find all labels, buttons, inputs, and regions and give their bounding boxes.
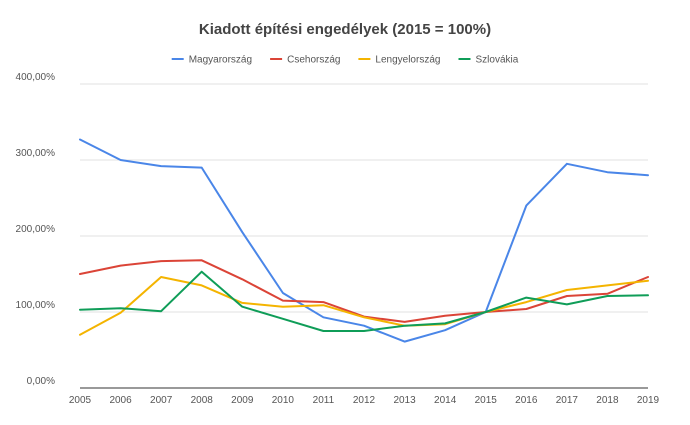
x-tick-label: 2012 bbox=[353, 395, 376, 406]
data-point-csehorszag bbox=[566, 295, 568, 297]
legend-label: Magyarország bbox=[189, 55, 252, 66]
data-point-magyarorszag bbox=[241, 231, 243, 233]
data-point-magyarorszag bbox=[647, 174, 649, 176]
data-point-szlovakia bbox=[525, 297, 527, 299]
data-point-lengyelorszag bbox=[282, 306, 284, 308]
data-point-csehorszag bbox=[525, 308, 527, 310]
data-point-csehorszag bbox=[606, 293, 608, 295]
data-point-szlovakia bbox=[647, 294, 649, 296]
x-tick-label: 2009 bbox=[231, 395, 254, 406]
x-tick-label: 2006 bbox=[109, 395, 132, 406]
data-point-magyarorszag bbox=[566, 163, 568, 165]
data-point-csehorszag bbox=[282, 300, 284, 302]
data-point-magyarorszag bbox=[120, 159, 122, 161]
data-point-lengyelorszag bbox=[241, 302, 243, 304]
legend: Magyarország Csehország Lengyelország Szlov… bbox=[171, 55, 519, 66]
y-tick-label: 0,00% bbox=[27, 376, 55, 387]
x-tick-label: 2008 bbox=[191, 395, 214, 406]
data-point-magyarorszag bbox=[282, 292, 284, 294]
grid bbox=[80, 83, 648, 389]
y-tick-label: 100,00% bbox=[16, 300, 56, 311]
data-point-magyarorszag bbox=[79, 138, 81, 140]
data-point-csehorszag bbox=[444, 315, 446, 317]
data-point-lengyelorszag bbox=[322, 304, 324, 306]
data-point-szlovakia bbox=[404, 325, 406, 327]
data-point-magyarorszag bbox=[404, 341, 406, 343]
data-point-csehorszag bbox=[120, 265, 122, 267]
legend-item-lengyelorszag: Lengyelország bbox=[358, 55, 440, 66]
x-tick-label: 2018 bbox=[596, 395, 619, 406]
y-tick-label: 200,00% bbox=[16, 224, 56, 235]
data-point-szlovakia bbox=[201, 271, 203, 273]
data-point-magyarorszag bbox=[322, 316, 324, 318]
legend-label: Lengyelország bbox=[375, 55, 440, 66]
data-point-lengyelorszag bbox=[160, 276, 162, 278]
data-point-szlovakia bbox=[241, 306, 243, 308]
data-point-szlovakia bbox=[485, 311, 487, 313]
data-point-magyarorszag bbox=[525, 205, 527, 207]
data-point-szlovakia bbox=[363, 330, 365, 332]
data-point-szlovakia bbox=[322, 330, 324, 332]
legend-item-magyarorszag: Magyarország bbox=[171, 55, 252, 66]
x-tick-label: 2005 bbox=[69, 395, 92, 406]
y-tick-label: 400,00% bbox=[16, 72, 56, 83]
x-tick-label: 2015 bbox=[475, 395, 498, 406]
data-point-szlovakia bbox=[444, 322, 446, 324]
series-line-lengyelorszag bbox=[79, 276, 649, 336]
data-point-magyarorszag bbox=[444, 329, 446, 331]
data-point-lengyelorszag bbox=[606, 284, 608, 286]
x-tick-label: 2013 bbox=[393, 395, 416, 406]
data-point-lengyelorszag bbox=[79, 334, 81, 336]
data-point-lengyelorszag bbox=[525, 301, 527, 303]
data-point-szlovakia bbox=[79, 309, 81, 311]
legend-label: Szlovákia bbox=[476, 55, 519, 66]
data-point-szlovakia bbox=[120, 307, 122, 309]
data-point-magyarorszag bbox=[201, 167, 203, 169]
data-point-lengyelorszag bbox=[363, 316, 365, 318]
data-point-lengyelorszag bbox=[647, 280, 649, 282]
data-point-csehorszag bbox=[241, 278, 243, 280]
x-axis-ticks: 2005 2006 2007 2008 2009 2010 2011 2012 2013 2014… bbox=[69, 395, 660, 406]
data-point-csehorszag bbox=[647, 276, 649, 278]
x-tick-label: 2014 bbox=[434, 395, 457, 406]
data-point-szlovakia bbox=[160, 310, 162, 312]
data-point-csehorszag bbox=[322, 301, 324, 303]
chart-title: Kiadott építési engedélyek (2015 = 100%) bbox=[199, 21, 491, 38]
x-tick-label: 2017 bbox=[556, 395, 579, 406]
data-point-magyarorszag bbox=[160, 165, 162, 167]
data-point-szlovakia bbox=[282, 318, 284, 320]
x-tick-label: 2007 bbox=[150, 395, 173, 406]
x-tick-label: 2019 bbox=[637, 395, 660, 406]
data-point-szlovakia bbox=[566, 303, 568, 305]
data-point-lengyelorszag bbox=[566, 289, 568, 291]
data-point-csehorszag bbox=[160, 260, 162, 262]
legend-label: Csehország bbox=[287, 55, 340, 66]
data-point-magyarorszag bbox=[606, 171, 608, 173]
x-tick-label: 2016 bbox=[515, 395, 538, 406]
data-point-csehorszag bbox=[404, 321, 406, 323]
legend-item-csehorszag: Csehország bbox=[270, 55, 340, 66]
data-point-magyarorszag bbox=[363, 325, 365, 327]
legend-item-szlovakia: Szlovákia bbox=[458, 55, 519, 66]
series-lines bbox=[79, 138, 649, 343]
series-line-szlovakia bbox=[79, 270, 649, 332]
data-point-lengyelorszag bbox=[201, 284, 203, 286]
series-line-magyarorszag bbox=[79, 138, 649, 343]
x-tick-label: 2010 bbox=[272, 395, 295, 406]
data-point-csehorszag bbox=[201, 259, 203, 261]
x-tick-label: 2011 bbox=[313, 395, 335, 406]
data-point-szlovakia bbox=[606, 295, 608, 297]
y-axis-ticks: 0,00% 100,00% 200,00% 300,00% 400,00% bbox=[16, 72, 56, 387]
data-point-lengyelorszag bbox=[120, 312, 122, 314]
y-tick-label: 300,00% bbox=[16, 148, 56, 159]
data-point-csehorszag bbox=[79, 273, 81, 275]
